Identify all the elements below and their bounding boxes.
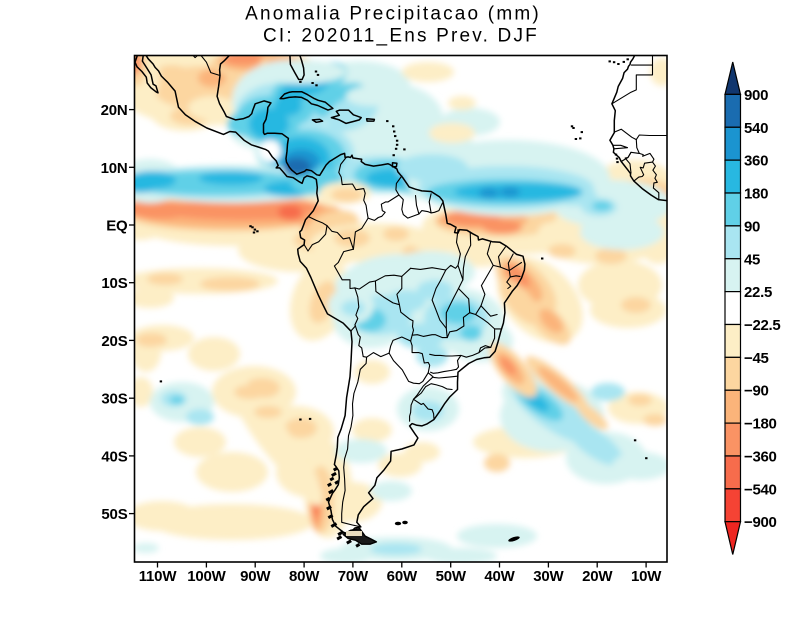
svg-text:360: 360 [744, 153, 768, 170]
svg-text:Anomalia Precipitacao (mm): Anomalia Precipitacao (mm) [245, 4, 541, 25]
svg-text:40S: 40S [101, 448, 127, 465]
svg-text:45: 45 [744, 251, 760, 268]
svg-text:20S: 20S [101, 333, 127, 350]
svg-text:70W: 70W [338, 568, 369, 585]
svg-text:10N: 10N [101, 160, 128, 177]
svg-text:90: 90 [744, 218, 760, 235]
svg-text:60W: 60W [387, 568, 418, 585]
svg-text:20W: 20W [582, 568, 613, 585]
svg-text:30S: 30S [101, 391, 127, 408]
svg-text:CI: 202011_Ens Prev. DJF: CI: 202011_Ens Prev. DJF [263, 26, 539, 47]
svg-text:−90: −90 [744, 383, 769, 400]
svg-text:−22.5: −22.5 [744, 317, 780, 334]
svg-text:80W: 80W [289, 568, 320, 585]
svg-text:100W: 100W [187, 568, 226, 585]
svg-text:900: 900 [744, 87, 768, 104]
svg-text:50S: 50S [101, 506, 127, 523]
svg-text:10S: 10S [101, 275, 127, 292]
svg-text:20N: 20N [101, 102, 128, 119]
svg-text:−360: −360 [744, 448, 777, 465]
svg-text:180: 180 [744, 186, 768, 203]
svg-text:90W: 90W [240, 568, 271, 585]
svg-text:30W: 30W [533, 568, 564, 585]
svg-text:−540: −540 [744, 481, 777, 498]
svg-text:40W: 40W [484, 568, 515, 585]
svg-text:110W: 110W [139, 568, 178, 585]
svg-text:10W: 10W [631, 568, 662, 585]
svg-text:50W: 50W [436, 568, 467, 585]
svg-text:22.5: 22.5 [744, 284, 772, 301]
svg-text:−900: −900 [744, 514, 777, 531]
svg-text:540: 540 [744, 120, 768, 137]
svg-text:EQ: EQ [106, 218, 128, 235]
svg-text:−45: −45 [744, 350, 769, 367]
svg-text:−180: −180 [744, 416, 777, 433]
